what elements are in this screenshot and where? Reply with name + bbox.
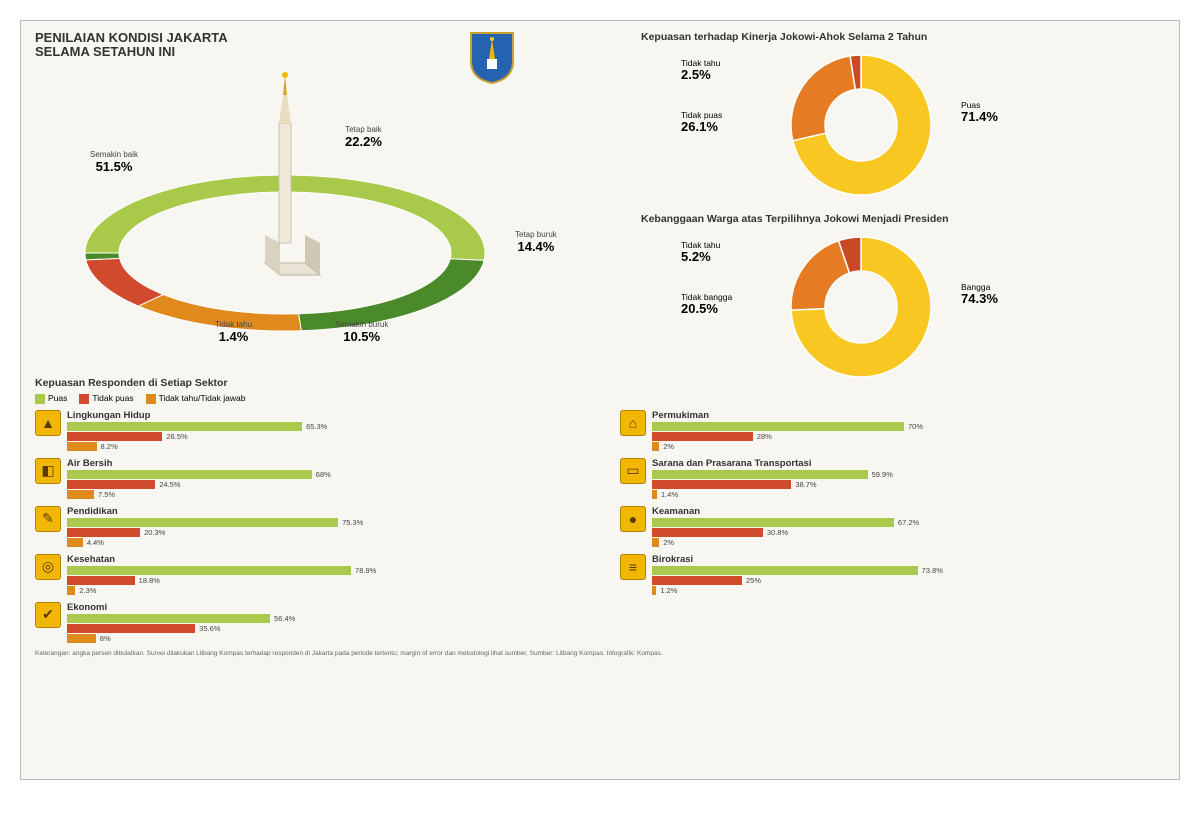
sector-item: ✎Pendidikan75.3%20.3%4.4% xyxy=(35,506,580,548)
callout-tetap-baik: Tetap baik 22.2% xyxy=(345,126,382,149)
legend-item: Puas xyxy=(35,393,67,404)
sector-icon: ⌂ xyxy=(620,410,646,436)
sector-icon: ◎ xyxy=(35,554,61,580)
donut-2-title: Kebanggaan Warga atas Terpilihnya Jokowi… xyxy=(641,213,1165,225)
sectors-legend: Puas Tidak puas Tidak tahu/Tidak jawab xyxy=(35,393,1165,404)
sectors-panel: Kepuasan Responden di Setiap Sektor Puas… xyxy=(35,377,1165,769)
sector-name: Kesehatan xyxy=(67,554,580,565)
sector-icon: ▲ xyxy=(35,410,61,436)
sector-icon: ≡ xyxy=(620,554,646,580)
infographic-frame: PENILAIAN KONDISI JAKARTA SELAMA SETAHUN… xyxy=(20,20,1180,780)
d1-puas: Puas71.4% xyxy=(961,101,998,125)
sector-item: ✔Ekonomi56.4%35.6%8% xyxy=(35,602,580,644)
donut-kepuasan: Kepuasan terhadap Kinerja Jokowi-Ahok Se… xyxy=(641,31,1165,205)
sector-name: Permukiman xyxy=(652,410,1165,421)
callout-tetap-buruk: Tetap buruk 14.4% xyxy=(515,231,557,254)
sector-item: ▲Lingkungan Hidup65.3%26.5%8.2% xyxy=(35,410,580,452)
sector-name: Lingkungan Hidup xyxy=(67,410,580,421)
sector-icon: ◧ xyxy=(35,458,61,484)
sector-name: Keamanan xyxy=(652,506,1165,517)
d2-tidak-bangga: Tidak bangga20.5% xyxy=(681,293,732,317)
d2-bangga: Bangga74.3% xyxy=(961,283,998,307)
footnote-text: Keterangan: angka persen dibulatkan. Sur… xyxy=(35,650,1165,657)
sector-name: Pendidikan xyxy=(67,506,580,517)
legend-item: Tidak tahu/Tidak jawab xyxy=(146,393,246,404)
sector-name: Air Bersih xyxy=(67,458,580,469)
callout-tidak-tahu: Tidak tahu 1.4% xyxy=(215,321,252,344)
sector-icon: ✔ xyxy=(35,602,61,628)
donut-1-title: Kepuasan terhadap Kinerja Jokowi-Ahok Se… xyxy=(641,31,1165,43)
main-title-l1: PENILAIAN KONDISI JAKARTA xyxy=(35,31,635,45)
donut-kebanggaan: Kebanggaan Warga atas Terpilihnya Jokowi… xyxy=(641,213,1165,387)
sector-name: Ekonomi xyxy=(67,602,580,613)
callout-semakin-buruk: Semakin buruk 10.5% xyxy=(335,321,388,344)
sector-icon: ● xyxy=(620,506,646,532)
sector-item: ◧Air Bersih68%24.5%7.5% xyxy=(35,458,580,500)
d2-tidak-tahu: Tidak tahu5.2% xyxy=(681,241,720,265)
sector-item: ●Keamanan67.2%30.8%2% xyxy=(620,506,1165,548)
sector-item: ▭Sarana dan Prasarana Transportasi59.9%3… xyxy=(620,458,1165,500)
sector-icon: ✎ xyxy=(35,506,61,532)
main-panel: PENILAIAN KONDISI JAKARTA SELAMA SETAHUN… xyxy=(35,31,635,371)
sector-item: ≡Birokrasi73.8%25%1.2% xyxy=(620,554,1165,596)
legend-item: Tidak puas xyxy=(79,393,133,404)
sector-name: Birokrasi xyxy=(652,554,1165,565)
sector-icon: ▭ xyxy=(620,458,646,484)
sectors-grid: ▲Lingkungan Hidup65.3%26.5%8.2%⌂Permukim… xyxy=(35,410,1165,644)
sector-item: ◎Kesehatan78.9%18.8%2.3% xyxy=(35,554,580,596)
d1-tidak-puas: Tidak puas26.1% xyxy=(681,111,722,135)
donuts-panel: Kepuasan terhadap Kinerja Jokowi-Ahok Se… xyxy=(641,31,1165,371)
main-title-l2: SELAMA SETAHUN INI xyxy=(35,45,635,59)
callout-semakin-baik: Semakin baik 51.5% xyxy=(90,151,138,174)
sector-item: ⌂Permukiman70%28%2% xyxy=(620,410,1165,452)
d1-tidak-tahu: Tidak tahu2.5% xyxy=(681,59,720,83)
main-ring xyxy=(35,63,595,363)
sector-name: Sarana dan Prasarana Transportasi xyxy=(652,458,1165,469)
